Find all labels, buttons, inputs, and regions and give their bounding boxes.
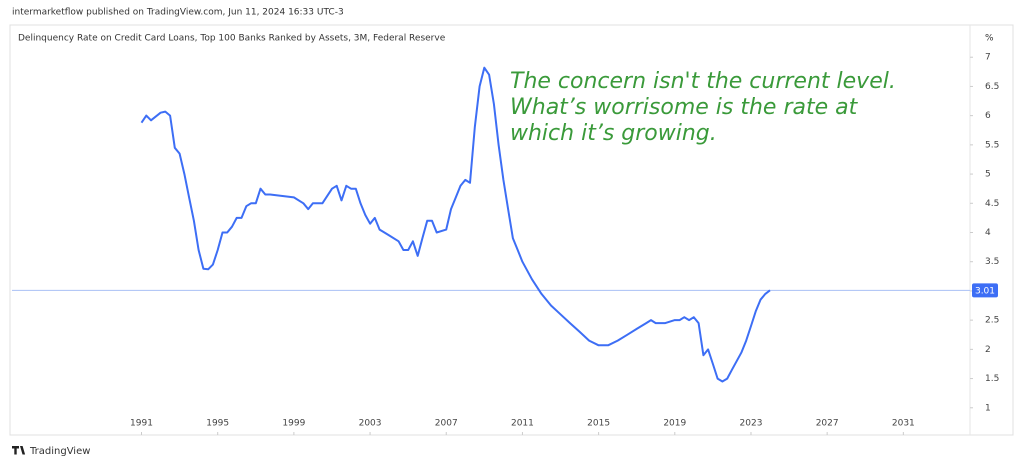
y-tick-label: 1.5 xyxy=(985,374,999,384)
y-tick-label: 1 xyxy=(985,403,991,413)
x-tick-label: 2023 xyxy=(740,419,763,429)
x-tick-label: 2027 xyxy=(816,419,839,429)
y-tick-label: 7 xyxy=(985,53,991,63)
brand-logo xyxy=(12,446,26,455)
y-tick-label: 2 xyxy=(985,345,991,355)
x-tick-label: 2015 xyxy=(587,419,610,429)
chart-frame xyxy=(9,24,1014,436)
brand: TradingView xyxy=(29,446,90,457)
y-tick-label: 2.5 xyxy=(985,316,999,326)
price-label: 3.01 xyxy=(975,286,995,296)
y-tick-label: 5.5 xyxy=(985,140,999,150)
y-tick-label: 6 xyxy=(985,111,991,121)
x-tick-label: 2007 xyxy=(435,419,458,429)
annotation: What’s worrisome is the rate at xyxy=(510,95,859,120)
x-tick-label: 1999 xyxy=(282,419,305,429)
annotation: The concern isn't the current level. xyxy=(510,69,896,94)
y-tick-label: 5 xyxy=(985,170,991,180)
x-tick-label: 1995 xyxy=(206,419,229,429)
x-tick-label: 2003 xyxy=(359,419,382,429)
x-tick-label: 1991 xyxy=(130,419,153,429)
y-tick-label: 4.5 xyxy=(985,199,999,209)
y-tick-label: 6.5 xyxy=(985,82,999,92)
data-line xyxy=(140,66,771,383)
byline: intermarketflow published on TradingView… xyxy=(12,8,344,18)
x-tick-label: 2019 xyxy=(663,419,686,429)
y-unit: % xyxy=(985,34,994,44)
y-tick-label: 3.5 xyxy=(985,257,999,267)
price-label-box xyxy=(972,283,998,298)
x-tick-label: 2031 xyxy=(892,419,915,429)
x-tick-label: 2011 xyxy=(511,419,534,429)
chart-title: Delinquency Rate on Credit Card Loans, T… xyxy=(18,34,446,44)
y-tick-label: 4 xyxy=(985,228,991,238)
annotation: which it’s growing. xyxy=(510,121,717,146)
